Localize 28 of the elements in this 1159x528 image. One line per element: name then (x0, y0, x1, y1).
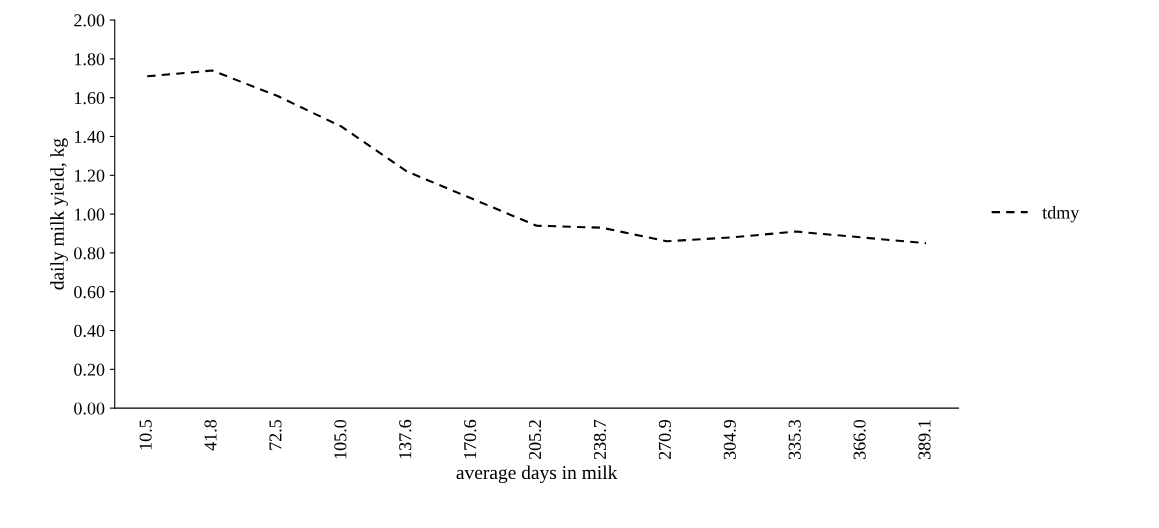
x-tick-label: 270.9 (658, 419, 672, 460)
line-series (146, 69, 928, 245)
y-tick-label: 0.40 (74, 324, 105, 338)
x-axis-title: average days in milk (456, 465, 618, 484)
y-tick-label: 1.80 (75, 53, 105, 66)
x-tick-label: 335.3 (788, 419, 801, 460)
x-tick-label: 205.2 (528, 420, 542, 460)
x-tick-label: 238.7 (593, 419, 607, 460)
legend-label: tdmy (1042, 205, 1080, 223)
y-tick-label: 1.20 (75, 169, 105, 182)
y-tick-label: 0.60 (74, 285, 105, 299)
x-tick-label: 72.5 (269, 419, 282, 450)
x-tick-label: 170.6 (464, 419, 477, 459)
y-tick-label: 0.20 (74, 363, 105, 376)
y-tick-label: 0.80 (74, 247, 105, 260)
x-tick-label: 366.0 (853, 419, 866, 460)
y-tick-label: 1.40 (75, 130, 105, 144)
x-tick-label: 137.6 (399, 419, 412, 459)
x-tick-label: 41.8 (204, 419, 217, 451)
y-tick-label: 0.00 (74, 402, 105, 415)
x-tick-label: 389.1 (918, 420, 931, 460)
y-tick-label: 1.60 (75, 91, 105, 105)
y-axis-title: daily milk yield, kg (50, 138, 68, 290)
x-tick-label: 10.5 (139, 419, 152, 450)
x-tick-label: 105.0 (334, 419, 347, 459)
y-tick-label: 2.00 (74, 14, 105, 27)
y-tick-label: 1.00 (75, 208, 105, 221)
x-tick-label: 304.9 (723, 419, 736, 460)
